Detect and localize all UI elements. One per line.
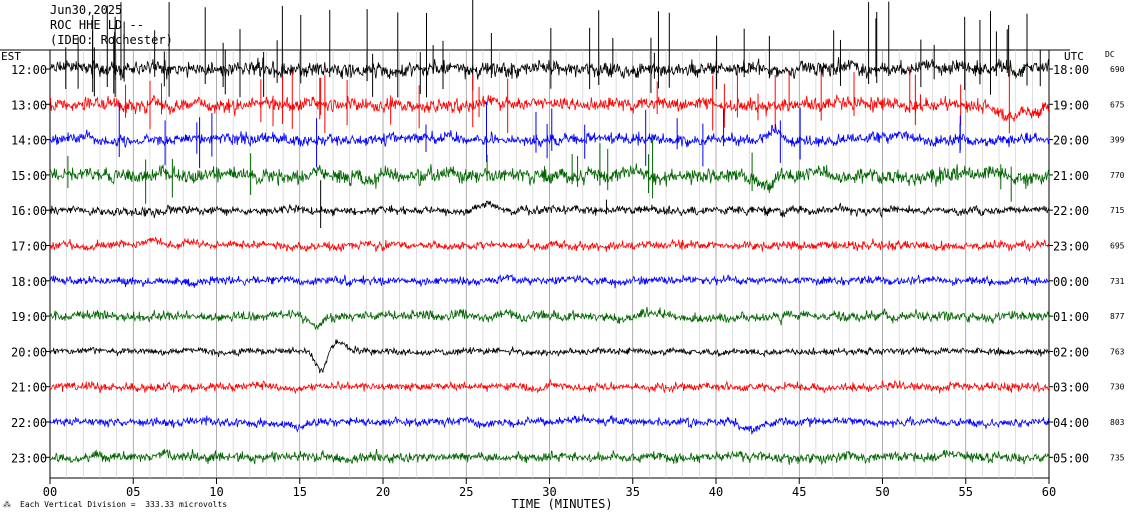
seismogram-trace <box>49 448 1050 466</box>
dc-offset-label: 675 <box>1110 100 1125 109</box>
dc-offset-label: 770 <box>1110 171 1125 180</box>
x-tick-label: 10 <box>209 485 223 499</box>
est-time-label: 14:00 <box>11 134 47 148</box>
x-tick-label: 30 <box>542 485 556 499</box>
utc-time-label: 18:00 <box>1053 63 1089 77</box>
est-time-label: 13:00 <box>11 98 47 112</box>
utc-time-label: 19:00 <box>1053 98 1089 112</box>
x-tick-label: 05 <box>126 485 140 499</box>
utc-axis-label: UTC <box>1064 50 1084 63</box>
x-tick-label: 15 <box>293 485 307 499</box>
dc-offset-label: 715 <box>1110 206 1125 215</box>
dc-offset-label: 877 <box>1110 312 1125 321</box>
utc-time-label: 04:00 <box>1053 416 1089 430</box>
x-tick-label: 45 <box>792 485 806 499</box>
x-tick-label: 50 <box>875 485 889 499</box>
seismogram-trace <box>49 378 1050 395</box>
seismogram-trace <box>49 273 1050 289</box>
utc-time-label: 05:00 <box>1053 451 1089 465</box>
x-tick-label: 35 <box>626 485 640 499</box>
est-time-label: 19:00 <box>11 310 47 324</box>
utc-time-label: 21:00 <box>1053 169 1089 183</box>
utc-time-label: 00:00 <box>1053 275 1089 289</box>
seismogram-trace <box>49 57 1050 80</box>
dc-offset-label: 695 <box>1110 242 1125 251</box>
dc-column-label: DC <box>1105 50 1115 59</box>
x-tick-label: 20 <box>376 485 390 499</box>
x-tick-label: 60 <box>1042 485 1056 499</box>
seismogram-trace <box>49 236 1050 253</box>
scale-note: Each Vertical Division = 333.33 microvol… <box>20 500 228 509</box>
utc-time-label: 23:00 <box>1053 240 1089 254</box>
dc-offset-label: 763 <box>1110 347 1125 356</box>
x-tick-label: 55 <box>959 485 973 499</box>
seismogram-trace <box>49 306 1050 331</box>
dc-offset-label: 399 <box>1110 136 1125 145</box>
dc-offset-label: 731 <box>1110 277 1125 286</box>
seismogram-trace <box>49 123 1050 148</box>
est-time-label: 21:00 <box>11 381 47 395</box>
seismogram-trace <box>49 94 1050 122</box>
est-time-label: 22:00 <box>11 416 47 430</box>
x-tick-label: 25 <box>459 485 473 499</box>
utc-time-label: 02:00 <box>1053 345 1089 359</box>
utc-time-label: 20:00 <box>1053 134 1089 148</box>
est-time-label: 23:00 <box>11 451 47 465</box>
dc-offset-label: 803 <box>1110 418 1125 427</box>
dc-offset-label: 730 <box>1110 383 1125 392</box>
operator-mark: ⁂ <box>3 500 11 509</box>
seismogram-trace <box>49 339 1050 374</box>
utc-time-label: 22:00 <box>1053 204 1089 218</box>
est-time-label: 17:00 <box>11 240 47 254</box>
est-time-label: 12:00 <box>11 63 47 77</box>
est-time-label: 16:00 <box>11 204 47 218</box>
date-label: Jun30,2025 <box>50 3 123 17</box>
seismogram-trace <box>49 163 1050 194</box>
seismogram-trace <box>49 413 1050 435</box>
dc-offset-label: 690 <box>1110 65 1125 74</box>
est-time-label: 15:00 <box>11 169 47 183</box>
x-tick-label: 40 <box>709 485 723 499</box>
x-tick-label: 00 <box>43 485 57 499</box>
utc-time-label: 03:00 <box>1053 381 1089 395</box>
dc-offset-label: 735 <box>1110 453 1125 462</box>
est-time-label: 18:00 <box>11 275 47 289</box>
seismogram-trace <box>49 200 1050 219</box>
utc-time-label: 01:00 <box>1053 310 1089 324</box>
est-time-label: 20:00 <box>11 345 47 359</box>
x-axis-label: TIME (MINUTES) <box>511 497 612 511</box>
est-axis-label: EST <box>1 50 21 63</box>
